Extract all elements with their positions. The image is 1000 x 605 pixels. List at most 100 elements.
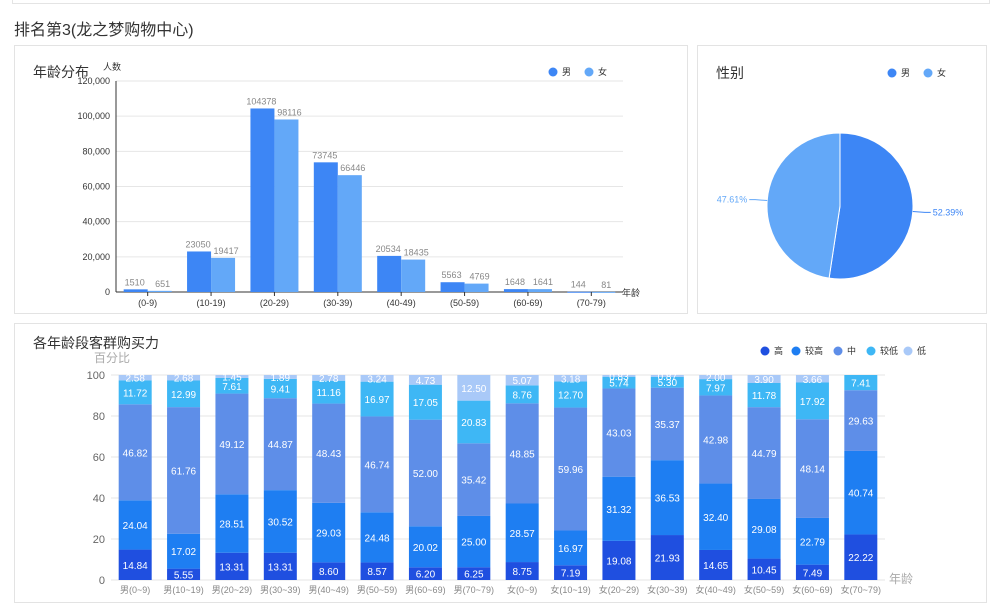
legend-label: 高 bbox=[774, 345, 783, 356]
stacked-bar-segment bbox=[457, 443, 491, 516]
legend-label: 较低 bbox=[880, 345, 898, 356]
bar-female bbox=[147, 290, 172, 292]
segment-value-label: 48.14 bbox=[800, 465, 825, 476]
stacked-bar-segment bbox=[457, 400, 491, 444]
x-tick-label: (40-49) bbox=[387, 298, 416, 308]
y-tick-label: 0 bbox=[105, 287, 110, 297]
segment-value-label: 12.99 bbox=[171, 390, 196, 401]
segment-value-label: 31.32 bbox=[606, 505, 631, 516]
pie-label-line bbox=[749, 199, 768, 202]
stacked-bar-segment bbox=[650, 387, 684, 461]
segment-value-label: 48.43 bbox=[316, 449, 341, 460]
x-tick-label: (10-19) bbox=[197, 298, 226, 308]
stacked-bar-segment bbox=[650, 535, 684, 580]
segment-value-label: 43.03 bbox=[606, 429, 631, 440]
bar-male bbox=[377, 255, 402, 292]
segment-value-label: 28.51 bbox=[219, 519, 244, 530]
data-label-male: 104378 bbox=[246, 96, 276, 106]
stacked-bar-segment bbox=[505, 385, 539, 404]
segment-value-label: 24.48 bbox=[365, 533, 390, 544]
segment-value-label: 5.55 bbox=[174, 570, 194, 581]
stacked-bar-segment bbox=[457, 567, 491, 580]
x-tick-label: 女(70~79) bbox=[841, 584, 881, 595]
y-tick-label: 60,000 bbox=[82, 182, 110, 192]
segment-value-label: 2.00 bbox=[706, 373, 726, 384]
segment-value-label: 13.31 bbox=[268, 562, 293, 573]
x-tick-label: 女(50~59) bbox=[744, 584, 784, 595]
segment-value-label: 9.41 bbox=[271, 385, 291, 396]
segment-value-label: 24.04 bbox=[123, 521, 148, 532]
stacked-bar-segment bbox=[650, 375, 684, 377]
x-tick-label: 女(60~69) bbox=[792, 584, 832, 595]
top-panel-edge bbox=[12, 0, 990, 4]
segment-value-label: 7.49 bbox=[803, 568, 823, 579]
segment-value-label: 17.92 bbox=[800, 397, 825, 408]
data-label-male: 1510 bbox=[125, 277, 145, 287]
stacked-bar-segment bbox=[167, 533, 201, 569]
stacked-bar-segment bbox=[554, 375, 588, 382]
legend-icon-1 bbox=[791, 346, 801, 356]
segment-value-label: 11.78 bbox=[752, 391, 777, 402]
segment-value-label: 20.02 bbox=[413, 543, 438, 554]
y-tick-label: 20 bbox=[93, 534, 105, 546]
segment-value-label: 46.82 bbox=[123, 448, 148, 459]
legend-label: 低 bbox=[917, 345, 926, 356]
legend-label: 中 bbox=[847, 345, 856, 356]
y-tick-label: 0 bbox=[99, 575, 105, 587]
segment-value-label: 59.96 bbox=[558, 465, 583, 476]
bar-male bbox=[313, 162, 338, 292]
y-axis-title: 人数 bbox=[103, 61, 121, 72]
y-tick-label: 100 bbox=[87, 370, 105, 382]
segment-value-label: 14.65 bbox=[703, 561, 728, 572]
legend-male-label: 男 bbox=[901, 68, 910, 78]
x-tick-label: (70-79) bbox=[577, 298, 606, 308]
segment-value-label: 30.52 bbox=[268, 517, 293, 528]
x-tick-label: 女(30~39) bbox=[647, 584, 687, 595]
stacked-bar-segment bbox=[844, 534, 878, 580]
stacked-bar-segment bbox=[408, 375, 442, 385]
legend-male-icon bbox=[548, 67, 558, 77]
stacked-bar-segment bbox=[312, 403, 346, 503]
legend-icon-0 bbox=[760, 346, 770, 356]
y-tick-label: 40,000 bbox=[82, 217, 110, 227]
stacked-bar-segment bbox=[844, 375, 878, 391]
pie-value-label: 47.61% bbox=[717, 195, 748, 205]
data-label-female: 19417 bbox=[214, 246, 239, 256]
gender-chart-title: 性别 bbox=[716, 65, 744, 81]
segment-value-label: 49.12 bbox=[219, 440, 244, 451]
purchase-chart-title: 各年龄段客群购买力 bbox=[33, 335, 159, 351]
bar-male bbox=[123, 289, 148, 292]
stacked-bar-segment bbox=[699, 483, 733, 550]
segment-value-label: 0.83 bbox=[609, 372, 629, 383]
age-distribution-chart: 0 20,000 40,000 60,000 80,000 100,000 120,000 人… bbox=[77, 61, 640, 308]
segment-value-label: 44.87 bbox=[268, 440, 293, 451]
stacked-bar-segment bbox=[554, 565, 588, 580]
stacked-bar-segment bbox=[167, 375, 201, 381]
stacked-bar-segment bbox=[795, 564, 829, 580]
segment-value-label: 2.58 bbox=[125, 374, 145, 385]
data-label-male: 1648 bbox=[505, 277, 525, 287]
data-label-male: 23050 bbox=[186, 239, 211, 249]
pie-slice bbox=[828, 132, 914, 280]
legend-icon-4 bbox=[903, 346, 913, 356]
data-label-male: 5563 bbox=[442, 270, 462, 280]
age-distribution-panel: 年龄分布 0 20,000 40,000 60,000 80,000 100,000 120… bbox=[14, 45, 688, 314]
legend-icon-3 bbox=[866, 346, 876, 356]
segment-value-label: 25.00 bbox=[461, 538, 486, 549]
segment-value-label: 20.83 bbox=[461, 418, 486, 429]
segment-value-label: 12.70 bbox=[558, 391, 583, 402]
segment-value-label: 12.50 bbox=[461, 384, 486, 395]
stacked-bar-segment bbox=[118, 500, 152, 550]
stacked-bar-segment bbox=[263, 552, 297, 580]
stacked-bar-segment bbox=[312, 380, 346, 404]
stacked-bar-segment bbox=[312, 502, 346, 563]
segment-value-label: 46.74 bbox=[365, 460, 390, 471]
segment-value-label: 16.97 bbox=[365, 395, 390, 406]
page-title: 排名第3(龙之梦购物中心) bbox=[14, 22, 194, 39]
segment-value-label: 14.84 bbox=[123, 561, 148, 572]
segment-value-label: 3.66 bbox=[803, 375, 823, 386]
legend-male-label: 男 bbox=[562, 67, 571, 77]
segment-value-label: 8.57 bbox=[367, 567, 387, 578]
stacked-bar-segment bbox=[408, 419, 442, 527]
